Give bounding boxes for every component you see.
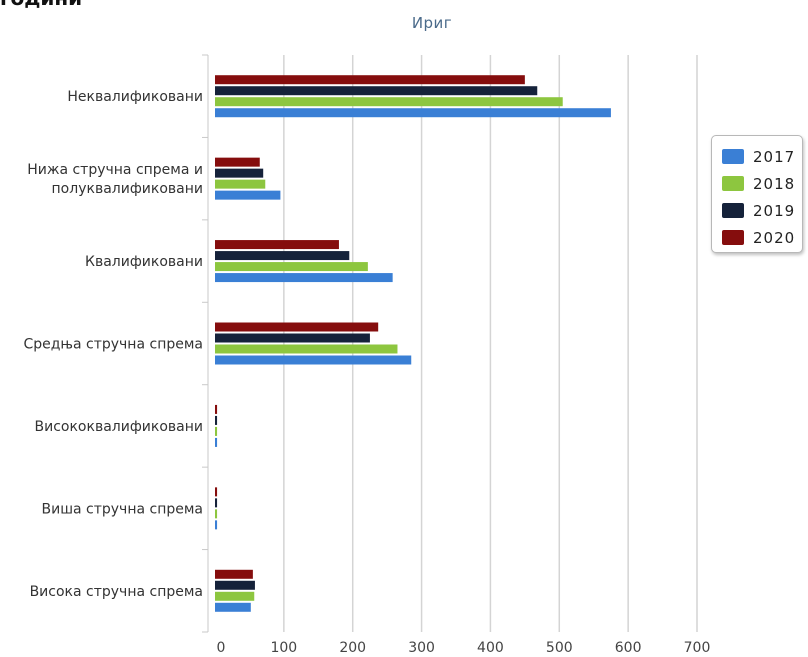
legend-label: 2017 [753,147,796,166]
bar-2019 [215,580,255,590]
chart-title-text: Ириг [411,14,453,32]
x-tick-label: 400 [477,640,504,656]
legend-swatch [722,149,744,164]
y-category-label: Виша стручна спрема [41,501,203,517]
bar-2017 [215,437,218,447]
label-layer: 0 100 200 300 400 500 600 700 Неквалификовани Ниж… [23,89,710,656]
bar-2020 [215,157,260,167]
x-tick-label: 500 [546,640,573,656]
bar-2018 [215,179,266,189]
bar-2019 [215,498,218,508]
bar-2018 [215,426,218,436]
bar-2020 [215,569,253,579]
legend-swatch [722,230,744,245]
grid-layer [283,55,698,632]
bar-2019 [215,415,218,425]
x-tick-label: 600 [615,640,642,656]
legend-item-2018[interactable]: 2018 [722,170,802,197]
axis-layer [202,54,209,633]
bar-2017 [215,190,281,200]
bar-2017 [215,520,218,530]
legend-item-2017[interactable]: 2017 [722,143,802,170]
bar-2019 [215,168,264,178]
legend-swatch [722,176,744,191]
legend-label: 2019 [753,201,796,220]
y-category-label: Средња стручна спрема [23,337,203,353]
bar-2018 [215,262,368,272]
x-tick-label: 700 [684,640,711,656]
bar-2017 [215,108,611,118]
x-tick-label: 100 [270,640,297,656]
bar-2020 [215,75,525,85]
y-category-label: Неквалификовани [67,89,203,105]
bar-2020 [215,487,218,497]
bar-2018 [215,344,398,354]
y-category-label: Нижа стручна спрема и [27,162,203,178]
bar-2018 [215,97,563,107]
y-category-label: Квалификовани [85,254,203,270]
bar-2019 [215,86,538,96]
legend-label: 2020 [753,228,796,247]
bar-2017 [215,355,412,365]
chart-title: Ириг [0,14,808,32]
x-tick-label: 200 [339,640,366,656]
legend-item-2019[interactable]: 2019 [722,197,802,224]
x-tick-label: 300 [408,640,435,656]
legend-swatch [722,203,744,218]
bar-2020 [215,240,339,250]
bar-2017 [215,602,251,612]
x-tick-label: 0 [217,640,226,656]
chart-legend: 2017 2018 2019 2020 [711,135,803,253]
y-category-label: полуквалификовани [52,181,203,197]
bar-2018 [215,509,218,519]
legend-label: 2018 [753,174,796,193]
bar-2020 [215,404,218,414]
page-heading: години [0,0,82,10]
bar-2020 [215,322,379,332]
bar-2018 [215,591,255,601]
bar-2019 [215,251,350,261]
bar-2019 [215,333,370,343]
bar-2017 [215,273,393,283]
bar-layer [215,75,611,612]
y-category-label: Висококвалификовани [35,419,204,435]
legend-item-2020[interactable]: 2020 [722,224,802,251]
y-category-label: Висока стручна спрема [30,584,203,600]
